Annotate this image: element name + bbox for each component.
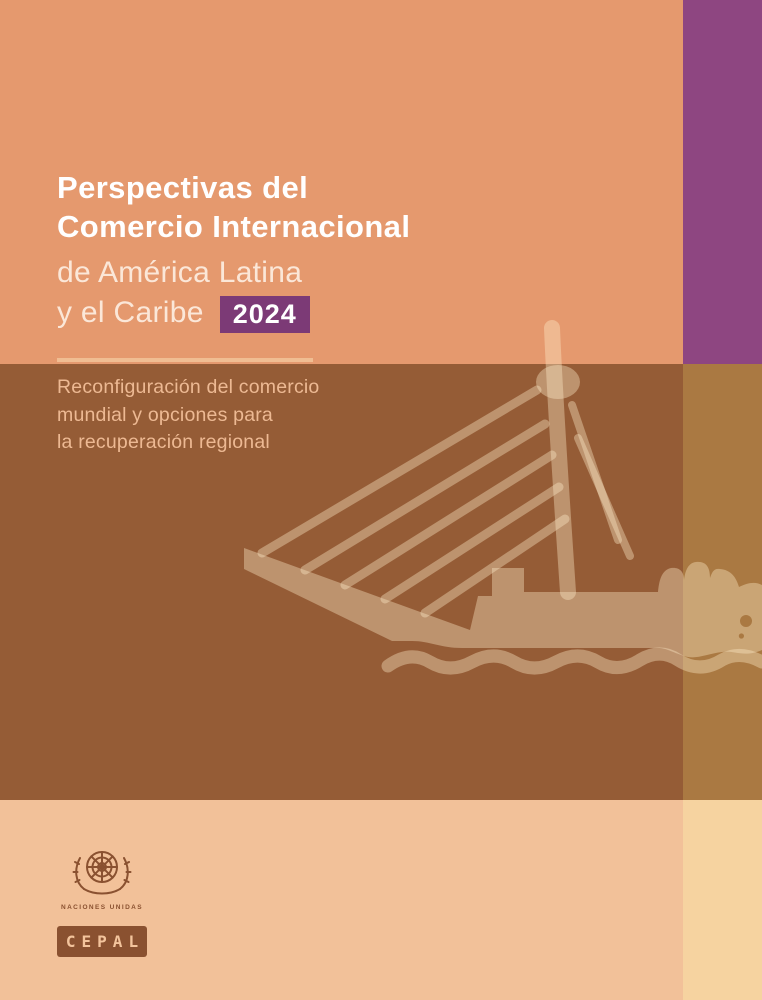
cepal-logo: CEPAL [57,926,147,957]
title-block: Perspectivas del Comercio Internacional … [57,168,410,333]
cepal-label: CEPAL [65,932,145,951]
right-column-gold [683,364,762,800]
un-logo: NACIONES UNIDAS [57,842,147,911]
right-column-purple [683,0,762,364]
title-line-4: y el Caribe [57,296,204,329]
subtitle: Reconfiguración del comercio mundial y o… [57,374,319,457]
title-line-3: de América Latina [57,256,303,289]
subtitle-line-3: la recuperación regional [57,431,270,453]
middle-background [0,364,762,800]
title-line-1: Perspectivas del [57,170,309,205]
un-emblem-icon [72,851,132,895]
year-badge: 2024 [219,295,310,333]
title-separator [57,358,313,362]
header-background [0,0,762,364]
footer-background [0,800,762,1000]
un-label: NACIONES UNIDAS [60,904,144,911]
subtitle-line-1: Reconfiguración del comercio [57,376,320,398]
title-line-4-row: y el Caribe 2024 [57,293,410,333]
subtitle-line-2: mundial y opciones para [57,403,273,426]
right-column-peach [683,800,762,1000]
title-line-2: Comercio Internacional [57,209,411,244]
